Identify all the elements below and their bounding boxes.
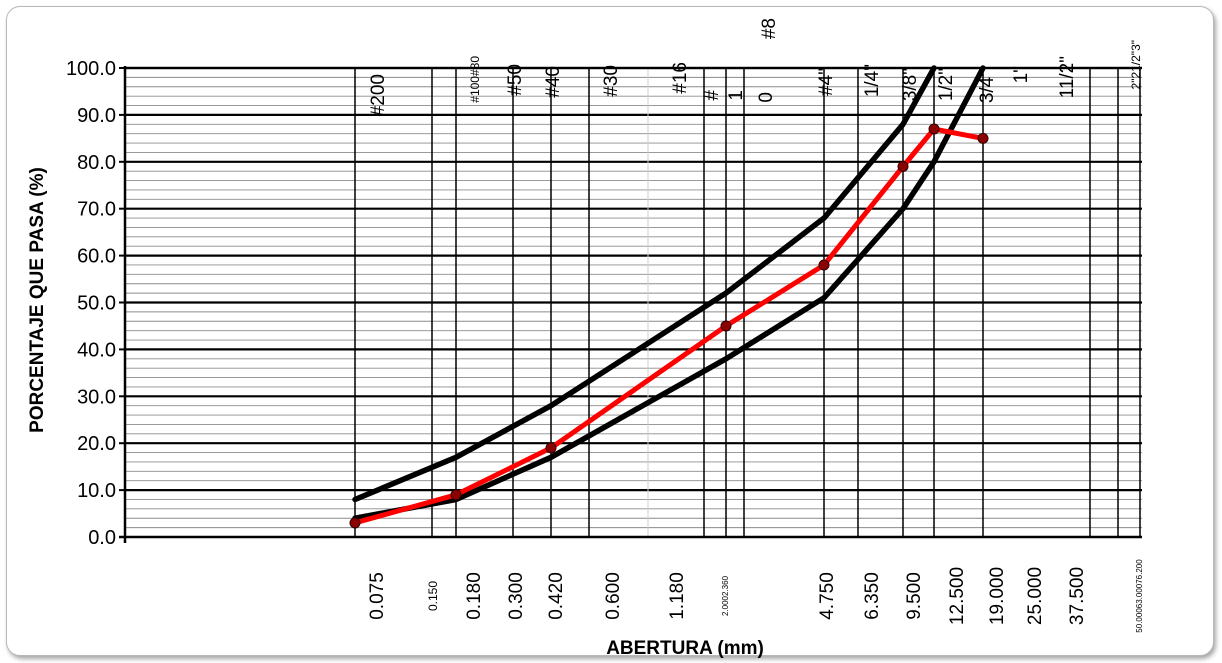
sieve-label: 1 xyxy=(726,90,747,101)
x-axis-title: ABERTURA (mm) xyxy=(606,638,764,659)
sieve-label: #4" xyxy=(816,68,837,96)
sieve-label: #8 xyxy=(759,18,780,39)
sieve-label: #100#80 xyxy=(468,56,482,103)
x-tick-label: 12.500 xyxy=(947,567,968,625)
x-tick-label: 1.180 xyxy=(667,572,688,620)
sieve-label: 11/2" xyxy=(1057,56,1078,98)
sample-data-point xyxy=(349,517,361,529)
sieve-label: #200 xyxy=(368,74,389,116)
y-tick-label: 50.0 xyxy=(77,293,116,315)
y-tick-label: 70.0 xyxy=(77,199,116,221)
x-tick-label: 9.500 xyxy=(904,572,925,620)
sieve-label: 1/4" xyxy=(862,64,883,97)
x-tick-label: 0.300 xyxy=(506,572,527,620)
y-tick-label: 40.0 xyxy=(77,339,116,361)
x-tick-label: 4.750 xyxy=(817,572,838,620)
y-tick-label: 20.0 xyxy=(77,433,116,455)
sieve-label: # xyxy=(702,90,723,101)
x-tick-label: 50.00063.00076.200 xyxy=(1135,559,1144,633)
y-tick-label: 80.0 xyxy=(77,152,116,174)
sample-grading-line xyxy=(352,126,986,526)
x-tick-label: 19.000 xyxy=(987,567,1008,625)
sieve-label: 3/4" xyxy=(977,70,998,103)
x-tick-label: 0.420 xyxy=(546,572,567,620)
sample-data-point xyxy=(928,123,940,135)
y-tick-label: 100.0 xyxy=(66,58,116,80)
sieve-label: 1/2" xyxy=(936,68,957,101)
y-tick-label: 60.0 xyxy=(77,246,116,268)
sample-data-point xyxy=(897,160,909,172)
axes xyxy=(119,66,1142,543)
sieve-label: 0 xyxy=(756,92,777,103)
y-tick-label: 10.0 xyxy=(77,480,116,502)
y-tick-label: 90.0 xyxy=(77,105,116,127)
sample-data-point xyxy=(450,489,462,501)
sieve-label: 1" xyxy=(1011,66,1032,83)
sieve-label: #40 xyxy=(543,66,564,98)
x-tick-label: 0.600 xyxy=(603,572,624,620)
sieve-label: #30 xyxy=(601,65,622,97)
y-tick-label: 0.0 xyxy=(88,527,116,549)
sieve-label: 3/8" xyxy=(900,68,921,101)
lower-limit-line xyxy=(352,65,986,521)
sample-data-point xyxy=(818,259,830,271)
grid xyxy=(125,66,1142,537)
x-tick-label: 0.180 xyxy=(464,572,485,620)
x-tick-label: 0.150 xyxy=(426,581,440,611)
x-tick-label: 2.0002.360 xyxy=(721,575,730,616)
upper-limit-line xyxy=(352,65,937,503)
sieve-label: #50 xyxy=(505,64,526,96)
sample-data-point xyxy=(545,442,557,454)
y-tick-label: 30.0 xyxy=(77,386,116,408)
labels: 0.0 10.0 20.0 30.0 40.0 50.0 60.0 70.0 80.0 90.0 1… xyxy=(66,18,1144,633)
y-axis-title: PORCENTAJE QUE PASA (%) xyxy=(27,167,48,433)
x-tick-label: 0.075 xyxy=(367,572,388,620)
sieve-label: 2"21/2"3" xyxy=(1129,40,1143,89)
x-tick-label: 37.500 xyxy=(1067,567,1088,625)
series xyxy=(349,65,989,529)
sieve-label: #16 xyxy=(670,62,691,94)
x-tick-label: 25.000 xyxy=(1025,567,1046,625)
sample-data-point xyxy=(720,320,732,332)
x-tick-label: 6.350 xyxy=(862,572,883,620)
sample-data-point xyxy=(977,132,989,144)
